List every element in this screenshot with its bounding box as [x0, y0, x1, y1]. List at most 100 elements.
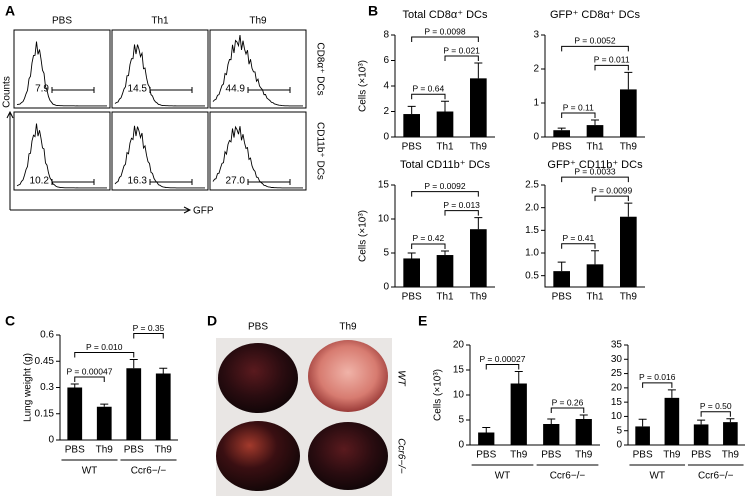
gate-value: 14.5 — [128, 84, 148, 95]
x-tick-label: Th9 — [470, 142, 488, 153]
x-tick-label: Th9 — [510, 450, 528, 461]
p-value: P = 0.42 — [412, 233, 444, 243]
bar — [403, 114, 420, 137]
significance-bracket — [561, 112, 596, 118]
y-arrow — [6, 110, 14, 210]
chart-title: GFP⁺ CD8α⁺ DCs — [550, 9, 641, 21]
x-tick-label: PBS — [541, 450, 561, 461]
error-bar — [100, 403, 109, 407]
significance-bracket — [74, 376, 105, 382]
y-tick-label: 20 — [611, 382, 623, 393]
y-axis-label: Cells (×10³) — [358, 210, 369, 262]
histogram-frame — [209, 111, 307, 191]
bar — [510, 383, 527, 445]
bar — [478, 432, 495, 445]
lung-photo — [216, 421, 300, 491]
bar — [553, 130, 570, 137]
y-tick-label: 30 — [611, 354, 623, 365]
x-tick-label: Th1 — [586, 292, 604, 303]
histogram-curve — [212, 35, 303, 107]
y-tick-label: 5 — [616, 425, 622, 436]
x-tick-label: PBS — [552, 142, 572, 153]
x-tick-label: PBS — [633, 450, 653, 461]
y-tick-label: 0.15 — [35, 408, 55, 419]
bar — [553, 271, 570, 287]
y-tick-label: 10 — [378, 214, 390, 225]
y-tick-label: 0.5 — [525, 270, 539, 281]
x-tick-label: PBS — [402, 142, 422, 153]
y-axis-label: Cells (×10³) — [358, 60, 369, 112]
significance-bracket — [561, 176, 629, 183]
y-tick-label: 10 — [453, 390, 465, 401]
gate-value: 16.3 — [128, 176, 148, 187]
chart-title: GFP⁺ CD11b⁺ DCs — [547, 159, 643, 171]
y-tick-label: 20 — [453, 340, 465, 351]
histogram-curve — [114, 44, 205, 107]
p-value: P = 0.50 — [700, 401, 732, 411]
panel-label: D — [207, 313, 217, 329]
bar — [620, 216, 637, 287]
significance-bracket — [561, 243, 596, 249]
x-tick-label: PBS — [402, 292, 422, 303]
histogram-frame — [13, 29, 111, 109]
bar — [436, 111, 454, 137]
group-label: Ccr6−/− — [131, 466, 167, 477]
significance-bracket — [550, 407, 585, 413]
group-label: WT — [82, 466, 98, 477]
p-value: P = 0.021 — [443, 45, 480, 55]
significance-bracket — [411, 191, 479, 197]
gate-value: 10.2 — [30, 176, 50, 187]
error-bar — [547, 418, 556, 424]
bar — [436, 255, 454, 287]
x-arrow — [10, 206, 192, 214]
y-tick-label: 5 — [383, 248, 389, 259]
significance-bracket — [411, 243, 446, 249]
y-tick-label: 25 — [611, 368, 623, 379]
significance-bracket — [485, 364, 520, 370]
y-tick-label: 4 — [383, 81, 389, 92]
error-bar — [726, 418, 735, 423]
bar — [470, 78, 487, 137]
error-bar — [441, 250, 449, 256]
group-label: Ccr6−/− — [550, 471, 586, 482]
x-tick-label: PBS — [476, 450, 496, 461]
p-value: P = 0.00027 — [480, 354, 526, 364]
significance-bracket — [411, 36, 479, 43]
row-label: Ccr6−/− — [395, 438, 406, 474]
p-value: P = 0.11 — [563, 102, 594, 112]
group-label: WT — [649, 471, 665, 482]
y-tick-label: 0 — [383, 132, 389, 143]
group-label: Ccr6−/− — [698, 471, 734, 482]
p-value: P = 0.0052 — [574, 36, 615, 46]
y-tick-label: 0 — [48, 435, 54, 446]
column-header: Th9 — [339, 322, 357, 333]
significance-bracket — [444, 55, 479, 62]
panel-label: A — [5, 3, 15, 19]
error-bar — [441, 100, 449, 112]
lung-photo — [308, 340, 388, 412]
bar — [575, 419, 592, 445]
y-tick-label: 15 — [378, 180, 390, 191]
gate — [149, 179, 193, 185]
y-tick-label: 2 — [533, 64, 539, 75]
y-tick-label: 15 — [453, 365, 465, 376]
bar — [693, 424, 709, 445]
bar — [664, 397, 680, 445]
y-tick-label: 0 — [616, 440, 622, 451]
column-header: PBS — [52, 16, 72, 27]
p-value: P = 0.0098 — [424, 26, 465, 36]
significance-bracket — [642, 382, 673, 388]
row-label: CD11b⁺ DCs — [314, 122, 325, 180]
x-tick-label: Th9 — [663, 450, 681, 461]
p-value: P = 0.26 — [552, 397, 584, 407]
p-value: P = 0.41 — [562, 233, 594, 243]
bar — [543, 424, 560, 445]
error-bar — [697, 419, 706, 425]
bar — [155, 373, 171, 440]
y-tick-label: 2.5 — [525, 180, 539, 191]
y-tick-label: 1.5 — [525, 225, 539, 236]
p-value: P = 0.64 — [412, 84, 444, 94]
histogram-curve — [16, 123, 107, 189]
